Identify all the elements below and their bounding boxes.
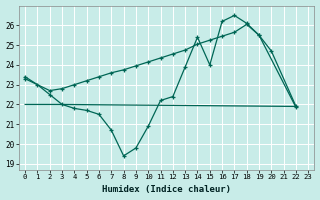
X-axis label: Humidex (Indice chaleur): Humidex (Indice chaleur) [102,185,231,194]
